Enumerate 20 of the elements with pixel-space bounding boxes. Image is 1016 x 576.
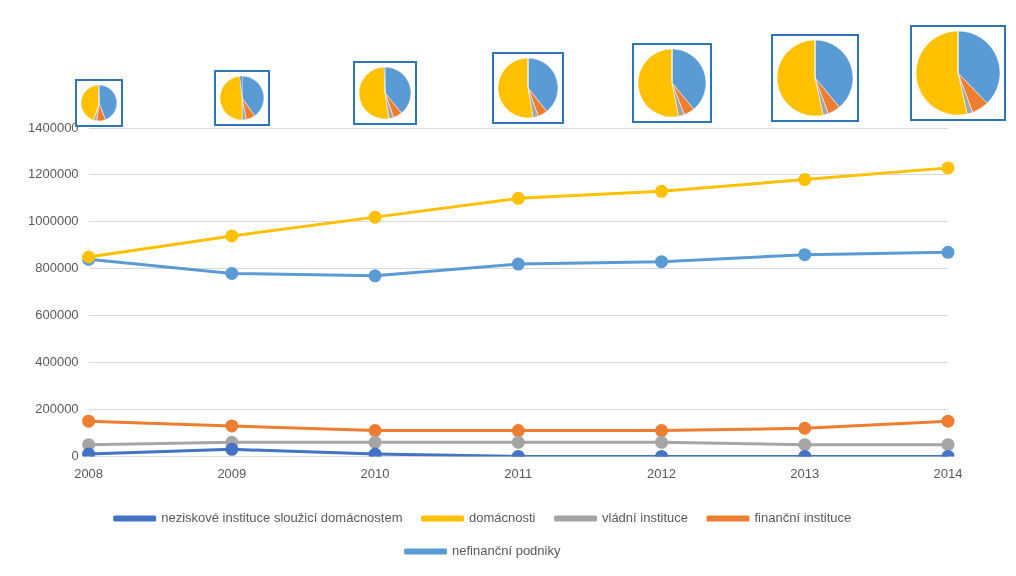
x-tick-label: 2010 xyxy=(360,465,390,481)
y-tick-label: 1200000 xyxy=(27,166,79,182)
y-tick-label: 200000 xyxy=(35,401,79,417)
legend-label: neziskové instituce sloužicí domácnostem xyxy=(161,510,403,526)
x-tick-label: 2011 xyxy=(504,465,533,481)
x-tick-label: 2008 xyxy=(74,465,104,481)
y-tick-label: 1000000 xyxy=(27,213,79,229)
y-tick-label: 800000 xyxy=(35,260,79,276)
legend-label: nefinanční podniky xyxy=(452,543,561,559)
y-tick-label: 1400000 xyxy=(27,119,79,135)
x-tick-label: 2012 xyxy=(647,465,676,481)
y-tick-label: 600000 xyxy=(35,307,79,323)
x-tick-label: 2009 xyxy=(217,465,247,481)
y-tick-label: 0 xyxy=(71,447,79,463)
legend-label: vládní instituce xyxy=(601,510,688,526)
x-tick-label: 2014 xyxy=(933,465,963,481)
legend-label: domácnosti xyxy=(469,510,536,526)
legend-label: finanční instituce xyxy=(754,510,852,526)
x-tick-label: 2013 xyxy=(790,465,820,481)
y-tick-label: 400000 xyxy=(35,354,79,370)
